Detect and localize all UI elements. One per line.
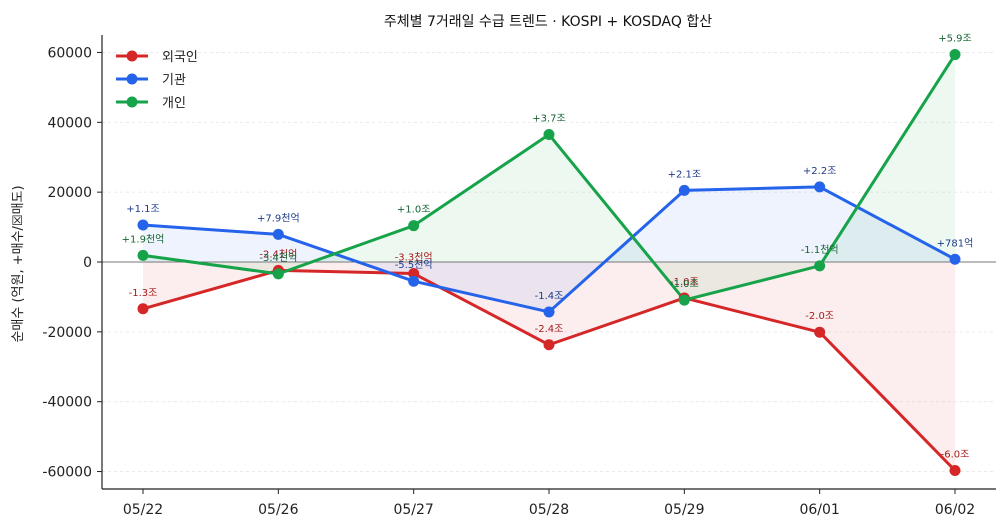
- y-axis-label: 순매수 (억원, +매수/☒매도): [11, 185, 26, 342]
- data-label: -1.3조: [129, 288, 158, 299]
- data-label: -5.5천억: [395, 259, 433, 271]
- series-area-2: [143, 186, 955, 312]
- data-point: [814, 260, 826, 272]
- data-point: [543, 306, 555, 318]
- data-point: [814, 326, 826, 338]
- data-label: +1.1조: [126, 204, 159, 215]
- data-point: [543, 339, 555, 351]
- data-label: -1.0조: [670, 277, 699, 288]
- y-tick-label: -40000: [42, 395, 92, 411]
- data-point: [678, 184, 690, 196]
- data-label: -1.1천억: [801, 244, 839, 256]
- x-tick-label: 06/02: [935, 502, 975, 518]
- data-label-layer: -1.3조 -2.4천억 -3.3천억 -2.4조 -1.0조 -2.0조 -6.0조 +1.…: [122, 34, 974, 461]
- data-point: [949, 464, 961, 476]
- y-tick-label: 40000: [47, 115, 92, 131]
- x-tick-label: 05/28: [529, 502, 569, 518]
- data-label: -2.4조: [535, 324, 564, 335]
- data-label: -2.4천억: [259, 248, 297, 260]
- data-label: +2.1조: [668, 169, 701, 180]
- x-tick-label: 05/26: [258, 502, 298, 518]
- y-tick-label: 60000: [47, 45, 92, 61]
- data-label: +781억: [937, 237, 974, 249]
- data-point: [408, 220, 420, 232]
- data-label: +1.9천억: [122, 233, 165, 245]
- x-tick-label: 05/27: [393, 502, 433, 518]
- data-point: [272, 268, 284, 280]
- data-point: [137, 303, 149, 315]
- chart-title: 주체별 7거래일 수급 트렌드 · KOSPI + KOSDAQ 합산: [384, 14, 712, 30]
- legend-label: 개인: [162, 96, 186, 111]
- data-label: -3.4천억: [259, 252, 297, 264]
- legend-marker: [126, 96, 138, 108]
- data-label: +2.2조: [803, 166, 836, 177]
- x-tick-label: 05/29: [664, 502, 704, 518]
- data-point: [408, 275, 420, 287]
- data-label: +3.7조: [532, 114, 565, 125]
- data-point: [137, 219, 149, 231]
- legend-marker: [126, 73, 138, 85]
- data-point: [949, 49, 961, 61]
- y-tick-label: 20000: [47, 185, 92, 201]
- data-label: -6.0조: [941, 449, 970, 460]
- data-label: +7.9천억: [257, 212, 300, 224]
- y-tick-label: -20000: [42, 325, 92, 341]
- data-label: -2.0조: [805, 311, 834, 322]
- data-point: [678, 294, 690, 306]
- data-point: [272, 228, 284, 240]
- data-label: -1.0조: [670, 279, 699, 290]
- data-point: [949, 253, 961, 265]
- data-label: -1.4조: [535, 291, 564, 302]
- data-label: +1.0조: [397, 205, 430, 216]
- data-point: [814, 181, 826, 193]
- legend-marker: [126, 50, 138, 62]
- series-area-3: [143, 54, 955, 301]
- x-tick-label: 05/22: [123, 502, 163, 518]
- axis-layer: -60000 -40000 -20000 0 20000 40000 60000 05/22 0…: [42, 35, 996, 518]
- y-tick-label: -60000: [42, 465, 92, 481]
- data-point: [543, 129, 555, 141]
- data-point: [137, 249, 149, 261]
- data-label: +5.9조: [938, 34, 971, 45]
- y-tick-label: 0: [83, 255, 92, 271]
- data-point: [408, 268, 420, 280]
- legend-label: 기관: [162, 73, 186, 88]
- legend-label: 외국인: [162, 50, 198, 65]
- data-label: -3.3천억: [395, 252, 433, 264]
- x-tick-label: 06/01: [799, 502, 839, 518]
- data-point-layer: [137, 49, 961, 476]
